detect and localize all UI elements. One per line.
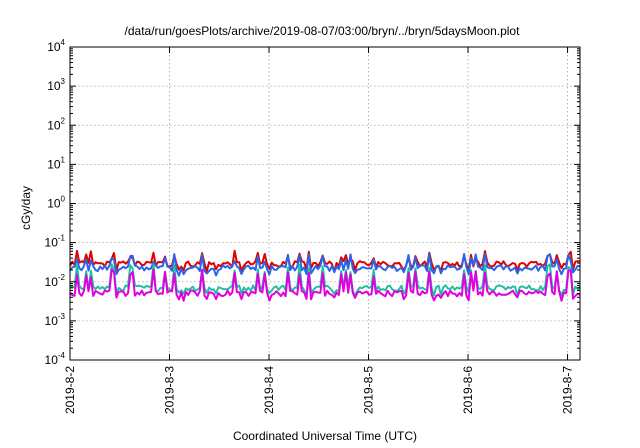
x-tick-label: 2019-8-4 <box>262 366 276 414</box>
y-axis-label: cGy/day <box>19 186 33 230</box>
y-tick-label: 103 <box>47 77 65 93</box>
y-tick-label: 10-1 <box>45 234 66 250</box>
x-tick-label: 2019-8-2 <box>63 366 77 414</box>
x-tick-label: 2019-8-7 <box>561 366 575 414</box>
series-line-2 <box>69 252 581 277</box>
series-group <box>69 249 581 302</box>
gridlines <box>70 47 580 360</box>
y-tick-label: 10-4 <box>45 351 66 367</box>
x-axis-label: Coordinated Universal Time (UTC) <box>233 429 417 443</box>
y-tick-label: 102 <box>47 116 65 132</box>
y-axis: 10-4 10-3 10-2 10-1 100 101 102 103 104 <box>45 38 580 367</box>
series-line-4 <box>69 268 581 302</box>
y-tick-label: 101 <box>47 155 65 171</box>
y-tick-label: 100 <box>47 195 65 211</box>
x-axis: 2019-8-2 2019-8-3 2019-8-4 2019-8-5 2019-8-6… <box>63 47 575 414</box>
y-tick-label: 104 <box>47 38 65 54</box>
y-tick-label: 10-2 <box>45 273 66 289</box>
x-tick-label: 2019-8-3 <box>163 366 177 414</box>
x-tick-label: 2019-8-5 <box>362 366 376 414</box>
chart-title: /data/run/goesPlots/archive/2019-08-07/0… <box>125 24 521 38</box>
y-tick-label: 10-3 <box>45 312 66 328</box>
x-tick-label: 2019-8-6 <box>461 366 475 414</box>
